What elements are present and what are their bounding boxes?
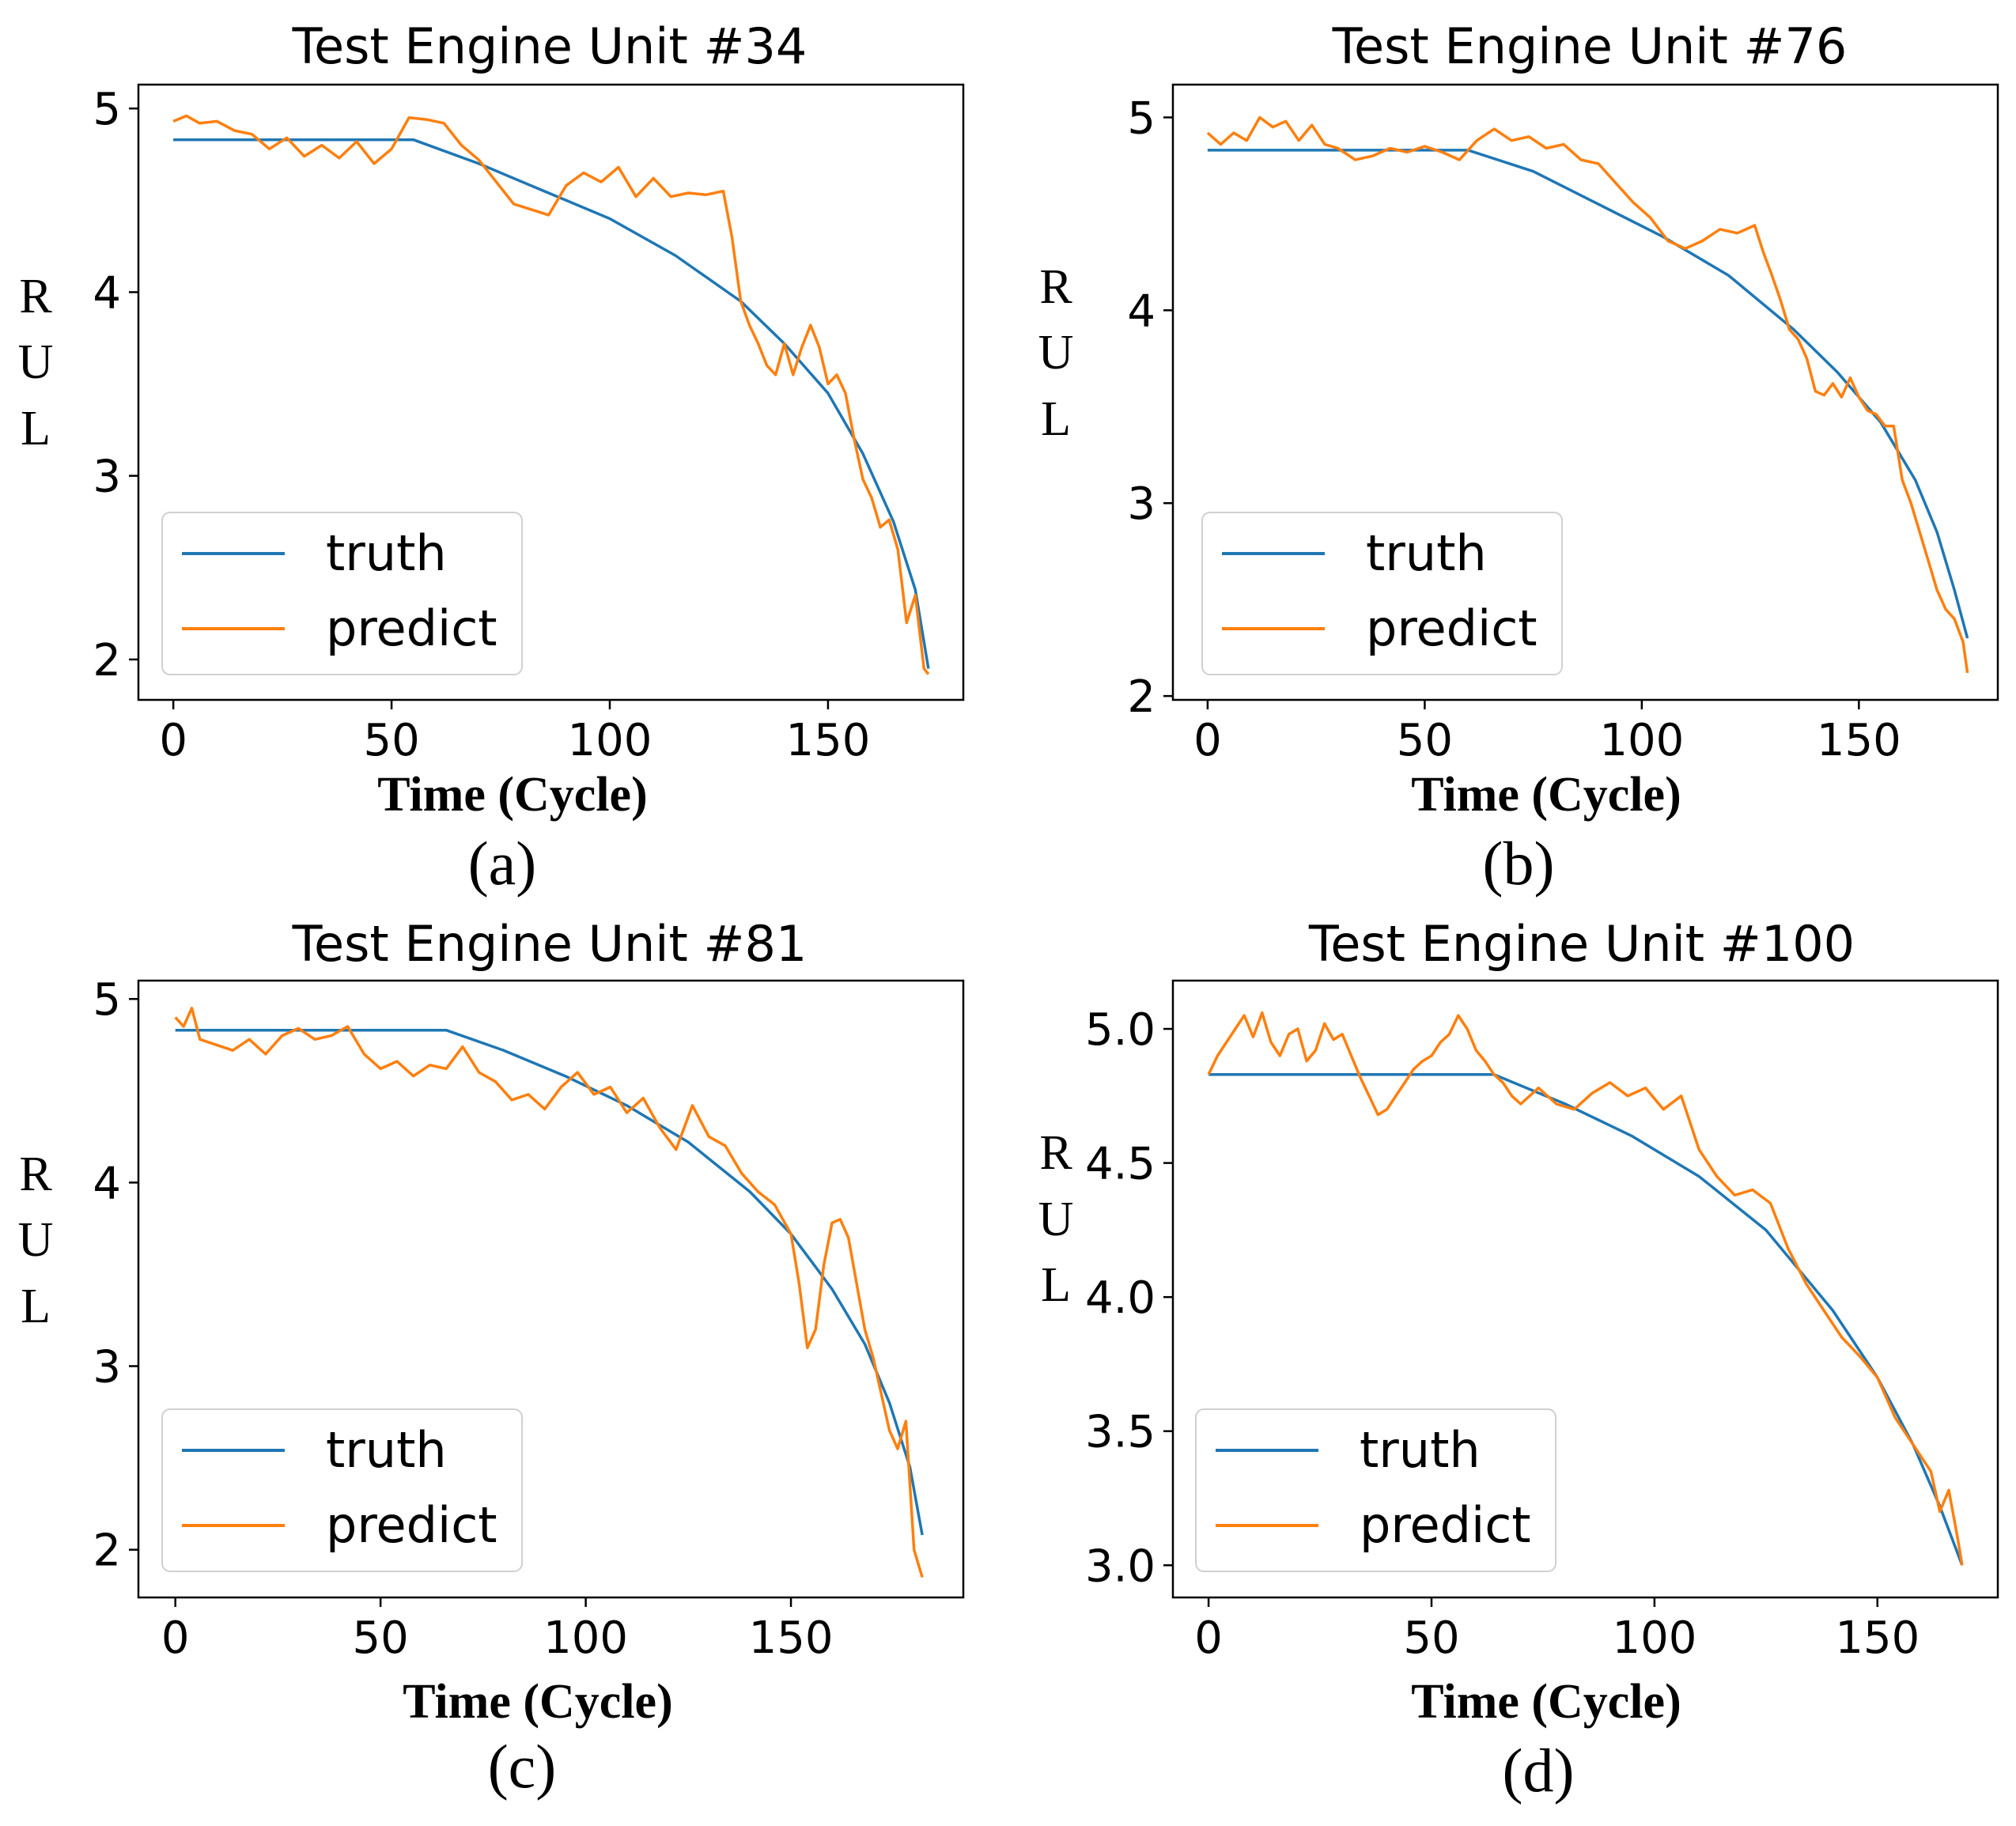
legend-label-truth: truth (326, 1421, 447, 1479)
series-line-truth (1207, 149, 1969, 639)
y-tick-label: 4 (93, 267, 121, 319)
y-tick-label: 5 (1127, 93, 1156, 144)
panel-caption: (c) (488, 1732, 557, 1801)
y-axis-label: RUL (1038, 1126, 1074, 1312)
plot-frame (137, 83, 965, 701)
legend: truth predict (1195, 1408, 1556, 1572)
y-tick-label: 4 (93, 1158, 121, 1209)
y-axis-label-letter: U (18, 1213, 54, 1267)
x-tick-label: 150 (785, 715, 870, 766)
y-axis-label-letter: U (1038, 1193, 1074, 1246)
y-tick-label: 2 (93, 1525, 121, 1577)
legend-label-truth: truth (326, 524, 447, 582)
y-axis-label-letter: R (1039, 260, 1072, 314)
x-tick-label: 100 (1612, 1612, 1696, 1664)
x-tick-label: 50 (353, 1612, 409, 1664)
y-tick-label: 3.5 (1085, 1407, 1156, 1458)
panel-caption: (d) (1503, 1736, 1575, 1805)
x-tick-label: 0 (161, 1612, 190, 1664)
x-tick-label: 50 (1397, 715, 1453, 766)
panel-caption: (b) (1483, 829, 1555, 898)
series-line-predict (1206, 115, 1969, 674)
panel-caption: (a) (468, 829, 537, 898)
y-tick-label: 5 (93, 974, 121, 1026)
legend-label-predict: predict (1360, 1496, 1531, 1554)
chart-title: Test Engine Unit #76 (1332, 17, 1848, 75)
series-line-truth (175, 1028, 924, 1536)
x-tick-label: 100 (543, 1612, 628, 1664)
legend-label-predict: predict (326, 1496, 497, 1554)
y-axis-label-letter: L (1041, 392, 1071, 446)
series-line-predict (172, 114, 930, 675)
y-axis-label: RUL (18, 1147, 54, 1333)
x-tick-label: 100 (1599, 715, 1684, 766)
x-tick-label: 150 (1835, 1612, 1920, 1664)
y-tick-label: 4.5 (1085, 1139, 1156, 1190)
y-axis-label-letter: U (1038, 326, 1074, 380)
y-axis-label-letter: R (19, 270, 52, 323)
y-tick-label: 3 (93, 452, 121, 503)
legend-label-predict: predict (326, 599, 497, 657)
series-line-predict (1207, 1011, 1964, 1566)
x-axis-label: Time (Cycle) (1411, 768, 1681, 822)
y-tick-label: 4 (1127, 285, 1156, 337)
y-tick-label: 2 (93, 635, 121, 686)
y-tick-label: 2 (1127, 671, 1156, 723)
chart-panel-b: Test Engine Unit #76 RUL Time (Cycle) (b… (1038, 17, 1999, 898)
legend-label-predict: predict (1366, 599, 1538, 657)
y-axis-label-letter: L (21, 402, 51, 456)
y-axis-label: RUL (18, 270, 54, 456)
y-axis-label-letter: L (21, 1280, 51, 1333)
series-line-predict (174, 1007, 924, 1578)
chart-panel-c: Test Engine Unit #81 RUL Time (Cycle) (c… (18, 915, 965, 1801)
plot-frame (1171, 979, 1999, 1599)
x-tick-label: 50 (1403, 1612, 1459, 1664)
x-axis-label: Time (Cycle) (377, 768, 647, 822)
series-line-truth (1208, 1072, 1964, 1566)
chart-panel-a: Test Engine Unit #34 RUL Time (Cycle) (a… (18, 17, 965, 898)
y-axis-label-letter: R (19, 1147, 52, 1201)
y-tick-label: 5 (93, 84, 121, 135)
legend: truth predict (1201, 512, 1563, 675)
chart-panel-d: Test Engine Unit #100 RUL Time (Cycle) (… (1038, 915, 1999, 1805)
x-tick-label: 0 (159, 715, 187, 766)
plot-frame (1171, 83, 1999, 701)
chart-title: Test Engine Unit #81 (292, 915, 808, 973)
y-tick-label: 3 (93, 1342, 121, 1393)
x-axis-label: Time (Cycle) (403, 1675, 672, 1729)
chart-title: Test Engine Unit #100 (1308, 915, 1855, 973)
y-tick-label: 4.0 (1085, 1272, 1156, 1324)
x-tick-label: 0 (1193, 715, 1222, 766)
legend: truth predict (161, 1408, 523, 1572)
legend-label-truth: truth (1360, 1421, 1481, 1479)
y-axis-label-letter: U (18, 335, 54, 389)
y-tick-label: 5.0 (1085, 1004, 1156, 1056)
plot-frame (137, 979, 965, 1599)
chart-title: Test Engine Unit #34 (292, 17, 808, 75)
x-axis-label: Time (Cycle) (1411, 1675, 1681, 1729)
x-tick-label: 100 (568, 715, 652, 766)
legend-label-truth: truth (1366, 524, 1487, 582)
x-tick-label: 150 (749, 1612, 834, 1664)
y-tick-label: 3.0 (1085, 1541, 1156, 1592)
legend: truth predict (161, 512, 523, 675)
x-tick-label: 50 (363, 715, 419, 766)
y-tick-label: 3 (1127, 478, 1156, 530)
y-axis-label-letter: L (1041, 1258, 1071, 1312)
y-axis-label: RUL (1038, 260, 1074, 446)
x-tick-label: 150 (1817, 715, 1901, 766)
y-axis-label-letter: R (1039, 1126, 1072, 1180)
x-tick-label: 0 (1194, 1612, 1223, 1664)
